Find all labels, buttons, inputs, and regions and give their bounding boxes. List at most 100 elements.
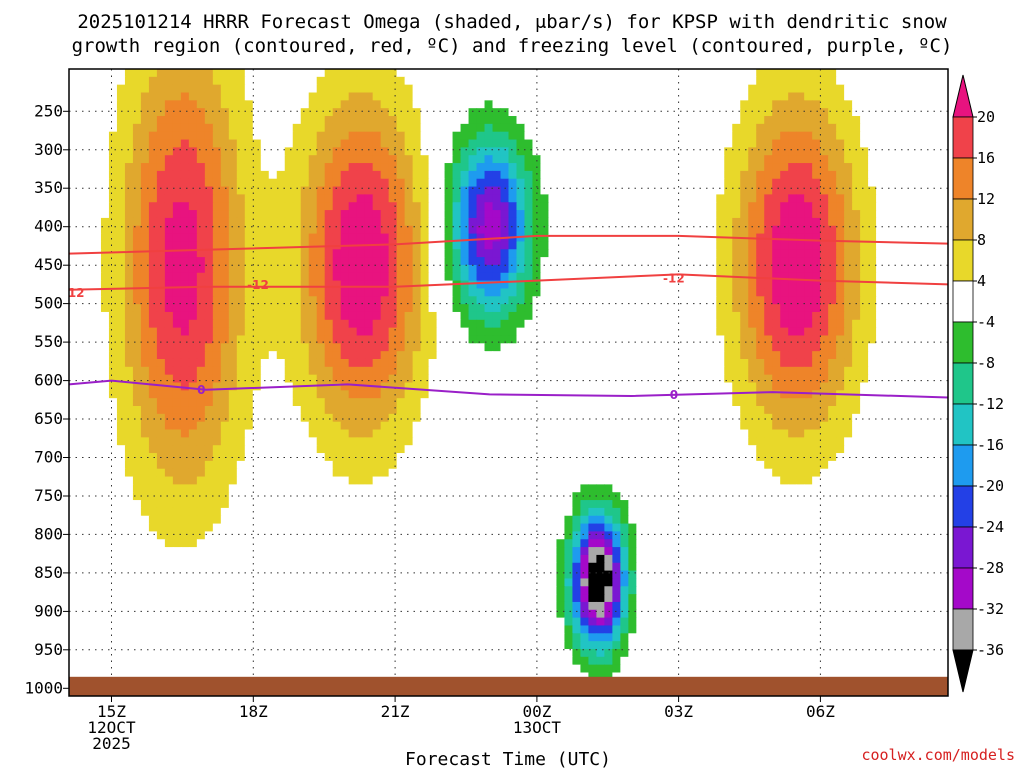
omega-cell [804, 100, 813, 109]
omega-cell [148, 264, 158, 274]
omega-cell [692, 304, 701, 313]
omega-cell [300, 406, 310, 415]
title-line-1: 2025101214 HRRR Forecast Omega (shaded, … [77, 11, 947, 33]
omega-cell [860, 351, 869, 360]
omega-cell [620, 311, 629, 321]
omega-cell [588, 319, 597, 329]
omega-cell [692, 155, 701, 164]
omega-cell [668, 84, 677, 94]
omega-cell [596, 225, 605, 235]
omega-cell [724, 382, 733, 391]
omega-cell [220, 413, 230, 423]
omega-cell [476, 335, 486, 344]
omega-cell [404, 304, 414, 313]
omega-cell [532, 296, 542, 305]
omega-cell [468, 413, 478, 423]
omega-cell [556, 194, 566, 203]
omega-cell [196, 280, 206, 290]
omega-cell [340, 178, 350, 188]
omega-cell [868, 249, 877, 258]
omega-cell [516, 280, 526, 290]
omega-cell [860, 147, 869, 156]
omega-cell [540, 413, 550, 423]
omega-cell [652, 139, 661, 148]
omega-cell [460, 108, 470, 117]
omega-cell [892, 288, 901, 297]
omega-cell [188, 186, 198, 195]
omega-cell [852, 155, 861, 164]
omega-cell [876, 241, 885, 250]
omega-cell [148, 288, 158, 297]
omega-cell [404, 280, 414, 290]
omega-cell [700, 343, 709, 352]
omega-cell [124, 351, 134, 360]
omega-cell [188, 84, 198, 94]
omega-cell [700, 170, 709, 180]
omega-cell [140, 186, 150, 195]
omega-cell [836, 382, 845, 391]
omega-cell [308, 163, 318, 172]
omega-cell [772, 241, 781, 250]
omega-cell [812, 147, 821, 156]
omega-cell [244, 280, 254, 290]
omega-cell [908, 413, 917, 423]
omega-cell [612, 327, 621, 337]
omega-cell [452, 241, 462, 250]
omega-cell [932, 147, 941, 156]
omega-cell [876, 108, 885, 117]
omega-cell [180, 100, 190, 109]
omega-cell [332, 366, 342, 376]
omega-cell [404, 139, 414, 148]
omega-cell [124, 366, 134, 376]
omega-cell [284, 225, 294, 235]
omega-cell [708, 178, 717, 188]
omega-cell [652, 280, 661, 290]
omega-cell [700, 123, 709, 133]
omega-cell [300, 319, 310, 329]
omega-cell [852, 311, 861, 321]
omega-cell [380, 398, 390, 407]
omega-cell [172, 296, 182, 305]
omega-cell [676, 398, 685, 407]
omega-cell [476, 249, 486, 258]
omega-cell [692, 163, 701, 172]
chart-title: 2025101214 HRRR Forecast Omega (shaded, … [72, 11, 953, 57]
omega-cell [484, 241, 494, 250]
omega-cell [404, 84, 414, 94]
omega-cell [324, 351, 334, 360]
omega-cell [876, 131, 885, 141]
omega-cell [356, 327, 366, 337]
omega-cell [636, 217, 645, 227]
omega-cell [148, 92, 158, 101]
omega-cell [748, 413, 757, 423]
omega-cell [332, 131, 342, 141]
omega-cell [652, 155, 661, 164]
omega-cell [284, 374, 294, 384]
omega-cell [92, 272, 102, 282]
omega-cell [780, 280, 789, 290]
omega-cell [564, 123, 574, 133]
omega-cell [604, 69, 613, 78]
omega-cell [324, 108, 334, 117]
omega-cell [764, 366, 773, 376]
omega-cell [772, 288, 781, 297]
omega-cell [84, 69, 94, 78]
omega-cell [604, 139, 613, 148]
omega-cell [412, 100, 422, 109]
omega-cell [892, 311, 901, 321]
omega-cell [652, 374, 661, 384]
omega-cell [796, 210, 805, 219]
omega-cell [404, 390, 414, 399]
omega-cell [836, 241, 845, 250]
omega-cell [524, 123, 534, 133]
omega-cell [532, 288, 542, 297]
omega-cell [508, 139, 518, 148]
omega-cell [404, 413, 414, 423]
omega-cell [572, 304, 582, 313]
omega-cell [548, 382, 558, 391]
omega-cell [428, 92, 438, 101]
omega-cell [532, 374, 542, 384]
omega-cell [116, 335, 126, 344]
omega-cell [308, 170, 318, 180]
omega-cell [236, 319, 246, 329]
